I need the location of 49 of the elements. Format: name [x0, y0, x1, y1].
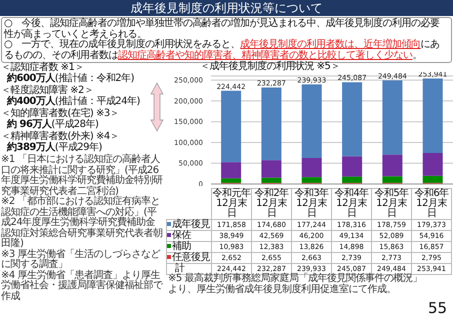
chart-title: 成年後見制度の利用状況等について: [0, 0, 453, 16]
bar: [422, 176, 443, 183]
bar: [422, 153, 443, 176]
bar: [221, 178, 242, 183]
bar: [382, 80, 402, 155]
x-tick-label: 令和6年12月末日: [412, 188, 452, 220]
bar: [261, 178, 282, 183]
text: 55: [428, 299, 448, 317]
text: ○ 一方で、現在の成年後見制度の利用状況をみると、: [4, 39, 240, 50]
legend-label: 成年後見: [166, 219, 212, 230]
bar: [342, 82, 362, 156]
text: ※3 厚生労働省「生活のしづらさなどに関する調査」: [1, 248, 162, 270]
legend-label: 補助: [166, 241, 212, 252]
text: ＜認知症者数 ※1＞: [1, 62, 85, 73]
chart-subtitle: ＜成年後見制度の利用状況 ※5＞: [200, 61, 340, 72]
bar: [221, 90, 242, 162]
bar: [261, 88, 282, 160]
text: ＜精神障害者数(外来) ※4＞: [1, 131, 120, 142]
bar: [302, 84, 322, 158]
x-tick-label: 令和4年12月末日: [332, 188, 372, 220]
bar: [342, 156, 362, 177]
bar: [382, 176, 402, 183]
bar: [342, 176, 362, 183]
bar: [422, 78, 443, 154]
text: 約389万人: [7, 142, 55, 152]
legend-label: 保佐: [166, 230, 212, 242]
bar: [302, 158, 322, 178]
text: ※5 最高裁判所事務総局家庭局「成年後見関係事件の概況」より、厚生労働省成年後見制度利用促進室にて作成。: [168, 273, 423, 295]
text: ○ 今後、認知症高齢者の増加や単独世帯の高齢者の増加が見込まれる中、成年後見制度の利用の必要性が高まっていくと考えられる。: [4, 18, 441, 40]
x-tick-label: 令和2年12月末日: [252, 188, 292, 220]
bar: [221, 162, 242, 178]
text: ＜軽度認知障害 ※2＞: [1, 85, 94, 96]
bar: [382, 154, 402, 176]
text: 成年後見制度の利用者数は、近年増加傾向: [240, 39, 421, 50]
text: 約600万人: [7, 72, 55, 84]
bar: [302, 177, 322, 183]
text: ※1 「日本における認知症の高齢者人口の将来推計に関する研究」(平成26年度厚生労働科学研究費補助金特別研究事業研究代表者二宮利治): [1, 154, 164, 196]
text: 認知症高齢者や知的障害者、精神障害者の数と比較して著しく少ない: [118, 50, 412, 60]
text: 。: [412, 50, 422, 60]
x-tick-label: 令和3年12月末日: [292, 188, 332, 220]
x-tick-label: 令和5年12月末日: [372, 188, 412, 220]
text: ※2 「都市部における認知症有病率と認知症の生活機能障害への対応」(平成24年度厚生労働科学研究費補助金認知症対策総合研究事業研究代表者朝田隆): [1, 196, 164, 249]
bar: [261, 160, 282, 178]
text: 約 96万人: [7, 118, 52, 130]
text: ＜知的障害者数(在宅) ※3＞: [1, 108, 120, 119]
text: ※4 厚生労働省「患者調査」より厚生労働省社会・援護局障害保健福祉部で作成: [1, 270, 164, 302]
text: 約400万人: [7, 96, 55, 106]
x-tick-label: 令和元年12月末日: [212, 188, 252, 220]
legend-label: 任意後見: [166, 252, 212, 264]
